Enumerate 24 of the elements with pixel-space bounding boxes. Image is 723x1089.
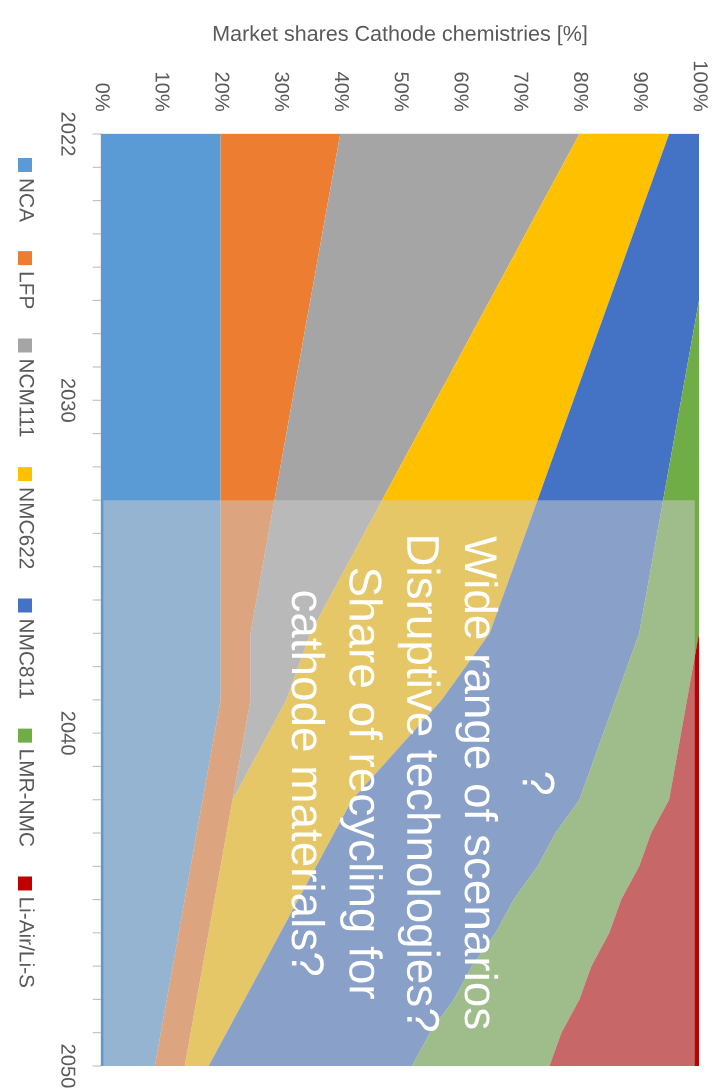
legend-label: NMC622	[19, 488, 35, 569]
x-tick-label: 80%	[573, 72, 589, 112]
x-tick-label: 70%	[514, 72, 529, 112]
band-label: ? Wide range of scenarios Disruptive technologies? Share of recycling for cathode materials?	[291, 536, 555, 1032]
x-axis-title: Market shares Cathode chemistries [%]	[213, 25, 587, 46]
x-tick-label: 100%	[693, 61, 708, 112]
x-tick-label: 90%	[633, 72, 649, 112]
x-tick-label: 10%	[155, 73, 170, 112]
x-tick-label: 20%	[215, 72, 230, 112]
legend-label: LFP	[19, 272, 34, 309]
legend-label: NMC811	[19, 620, 35, 699]
x-tick-label: 30%	[274, 72, 290, 112]
x-tick-label: 60%	[454, 72, 469, 112]
y-tick-label: 2040	[61, 711, 76, 755]
legend-label: Li-Air/Li-S	[19, 898, 35, 987]
legend-label: NCA	[19, 179, 35, 222]
x-tick-label: 0%	[95, 83, 110, 112]
y-tick-label: 2050	[61, 1044, 76, 1088]
legend-label: LMR-NMC	[19, 750, 35, 847]
x-tick-label: 40%	[334, 71, 350, 112]
y-tick-label: 2030	[61, 378, 76, 422]
x-tick-label: 50%	[394, 72, 409, 112]
y-tick-label: 2022	[61, 112, 76, 156]
legend-label: NCM111	[19, 360, 35, 437]
